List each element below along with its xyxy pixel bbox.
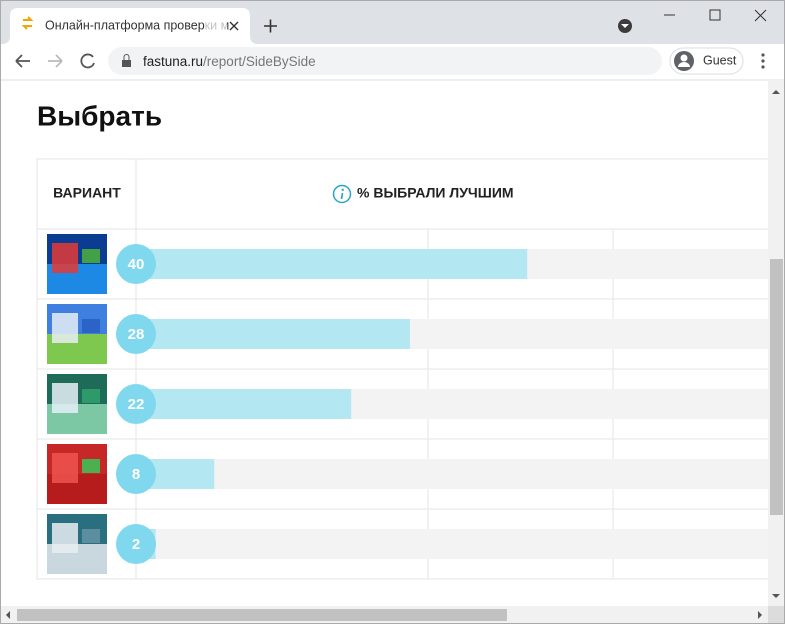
reload[interactable] — [80, 53, 95, 69]
bar — [136, 389, 352, 419]
thumb-tile — [82, 249, 100, 263]
profile-name: Guest — [703, 53, 737, 67]
tab-close[interactable] — [229, 21, 239, 31]
thumb-window — [52, 523, 78, 553]
thumb-tile — [82, 389, 100, 403]
variant-thumbnail — [47, 514, 107, 574]
column-header: % ВЫБРАЛИ ЛУЧШИМ — [357, 185, 514, 201]
new-tab[interactable] — [264, 19, 277, 33]
active-tab[interactable] — [2, 8, 258, 44]
variant-thumbnail — [47, 444, 107, 504]
thumb-window — [52, 313, 78, 343]
forward[interactable] — [48, 54, 63, 68]
info-dot — [341, 188, 344, 191]
tab-fade — [205, 14, 227, 38]
v-scroll-thumb[interactable] — [770, 259, 783, 515]
bar — [136, 249, 528, 279]
thumb-tile — [82, 529, 100, 543]
close-window[interactable] — [754, 9, 767, 22]
lock-icon — [122, 60, 131, 67]
content: Выбрать ВАРИАНТ % ВЫБРАЛИ ЛУЧШИМ 40 28 22 8… — [36, 100, 768, 580]
thumb-window — [52, 383, 78, 413]
maximize[interactable] — [709, 9, 721, 21]
value-badge — [116, 244, 156, 284]
heading: Выбрать — [37, 100, 162, 131]
value-badge — [116, 384, 156, 424]
value-badge — [116, 454, 156, 494]
avatar-head — [680, 54, 688, 62]
tab-title: Онлайн-платформа проверки м — [45, 18, 229, 32]
thumb-tile — [82, 459, 100, 473]
thumb-window — [52, 453, 78, 483]
bar-track — [136, 529, 768, 559]
url-host: fastuna.ru — [143, 54, 203, 69]
url: fastuna.ru/report/SideBySide — [143, 54, 316, 69]
value-badge — [116, 314, 156, 354]
value-label: 40 — [128, 256, 145, 273]
value-label: 8 — [132, 466, 140, 483]
tab-search-arrow — [621, 24, 629, 28]
h-scroll-thumb[interactable] — [17, 609, 507, 621]
avatar-body — [678, 62, 690, 67]
value-label: 22 — [128, 396, 145, 413]
favicon — [21, 16, 34, 30]
back[interactable] — [15, 54, 30, 68]
variant-thumbnail — [47, 374, 107, 434]
lock-shackle — [123, 54, 130, 60]
value-badge — [116, 524, 156, 564]
omnibox[interactable] — [108, 47, 662, 75]
value-label: 28 — [128, 326, 145, 343]
info-stem — [340, 192, 344, 200]
scroll-corner — [768, 606, 785, 624]
info-icon[interactable] — [332, 184, 352, 204]
thumb-tile — [82, 319, 100, 333]
value-label: 2 — [132, 536, 140, 553]
variant-thumbnail — [47, 304, 107, 364]
column-header: ВАРИАНТ — [53, 185, 121, 201]
variant-thumbnail — [47, 234, 107, 294]
bar-track — [136, 459, 768, 489]
url-path: /report/SideBySide — [203, 54, 316, 69]
bar — [136, 319, 410, 349]
thumb-window — [52, 243, 78, 273]
menu[interactable] — [761, 53, 765, 69]
